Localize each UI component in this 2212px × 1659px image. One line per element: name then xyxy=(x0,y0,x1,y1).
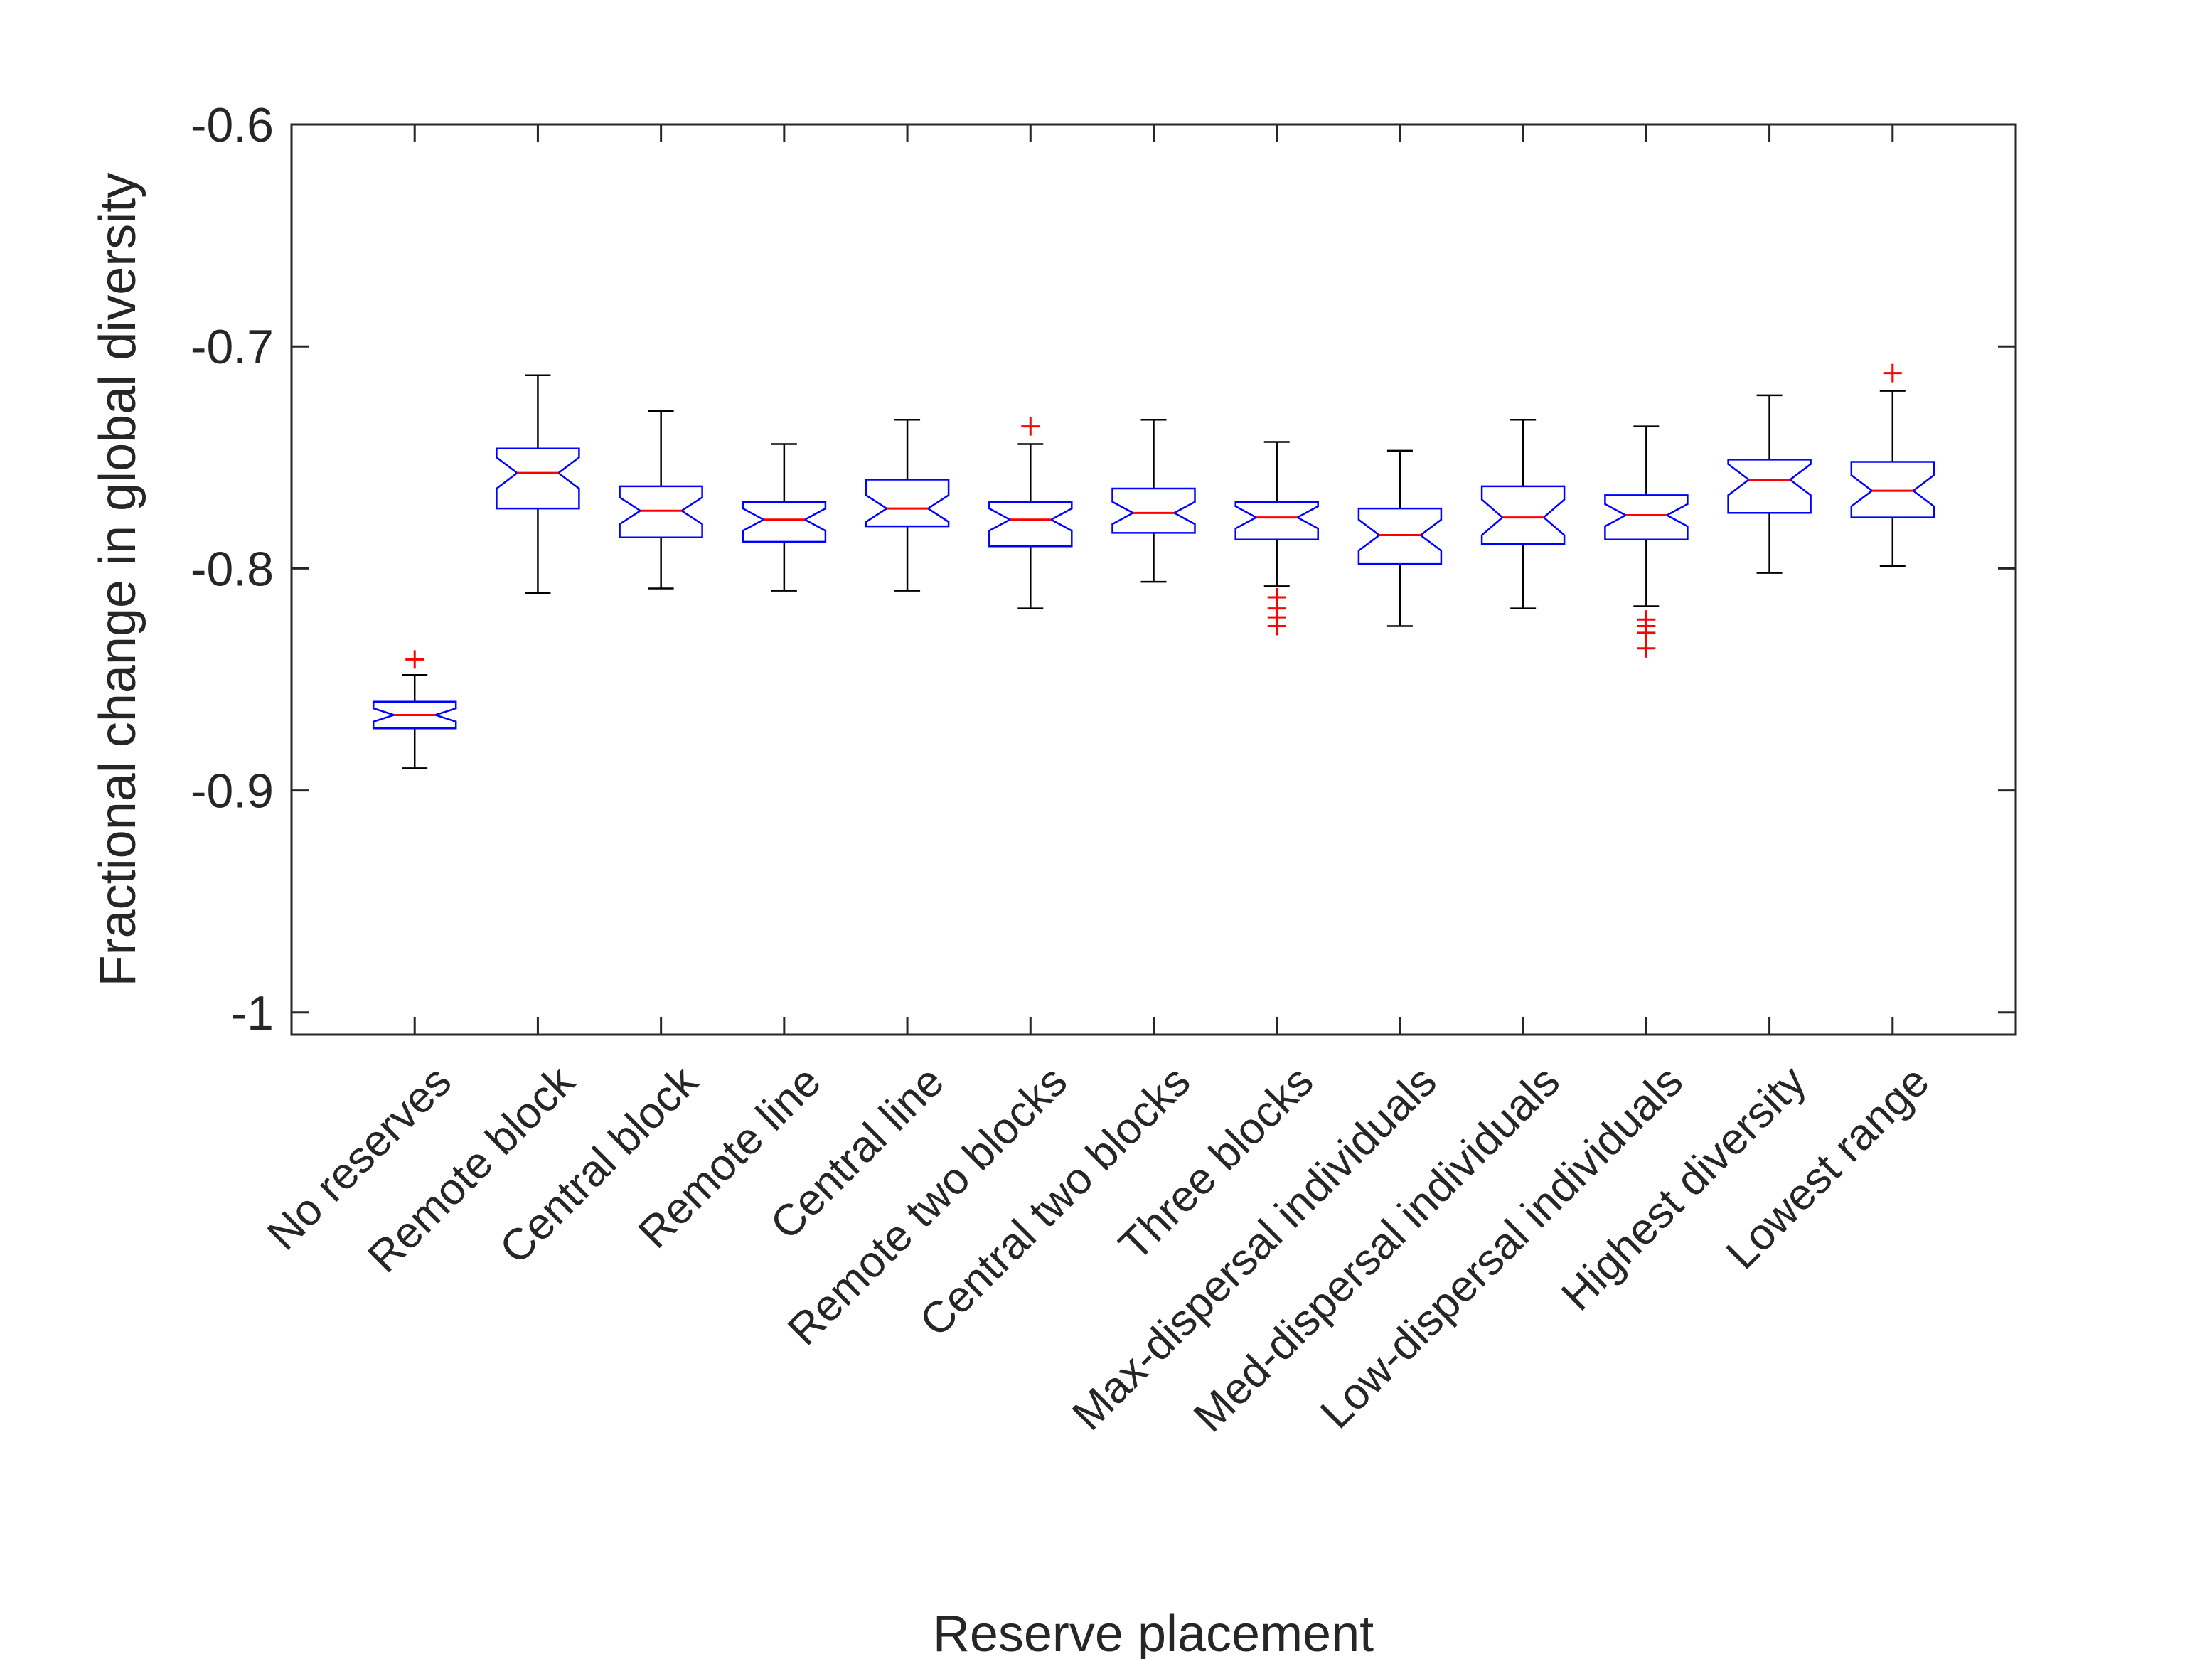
box-2 xyxy=(496,374,580,594)
box-body xyxy=(1357,507,1443,565)
y-tick-label: -0.7 xyxy=(191,320,274,374)
box-13 xyxy=(1850,363,1935,567)
box-body xyxy=(742,501,827,543)
outlier-marker xyxy=(1021,417,1040,436)
outlier-marker xyxy=(405,650,424,669)
box-body xyxy=(1111,487,1196,534)
box-body xyxy=(619,485,703,538)
y-tick-label: -0.9 xyxy=(191,764,274,818)
box-body xyxy=(1234,501,1319,541)
box-body xyxy=(496,447,580,510)
y-tick-label: -1 xyxy=(231,986,274,1040)
outlier-marker xyxy=(1637,639,1656,658)
box-body xyxy=(1727,459,1812,514)
box-11 xyxy=(1604,425,1689,658)
box-7 xyxy=(1111,418,1196,583)
box-12 xyxy=(1727,394,1812,574)
box-body xyxy=(372,700,457,730)
y-tick-label: -0.8 xyxy=(191,542,274,596)
box-body xyxy=(988,501,1073,548)
box-body xyxy=(1480,485,1566,545)
outlier-marker xyxy=(1637,623,1656,642)
y-axis-label: Fractional change in global diversity xyxy=(90,173,146,987)
box-body xyxy=(1604,494,1689,541)
box-10 xyxy=(1480,418,1566,609)
box-8 xyxy=(1234,441,1319,636)
box-5 xyxy=(865,418,950,592)
box-3 xyxy=(619,410,703,590)
outlier-marker xyxy=(1267,617,1286,636)
box-body xyxy=(865,479,950,528)
box-series xyxy=(372,363,1935,769)
box-1 xyxy=(372,650,457,769)
y-tick-label: -0.6 xyxy=(191,98,274,152)
box-4 xyxy=(742,443,827,592)
box-9 xyxy=(1357,449,1443,627)
box-6 xyxy=(988,417,1073,609)
outlier-marker xyxy=(1883,363,1902,383)
x-axis-label: Reserve placement xyxy=(933,1606,1374,1659)
y-axis: -1 -0.9 -0.8 -0.7 -0.6 xyxy=(191,98,2016,1040)
box-body xyxy=(1850,461,1935,518)
